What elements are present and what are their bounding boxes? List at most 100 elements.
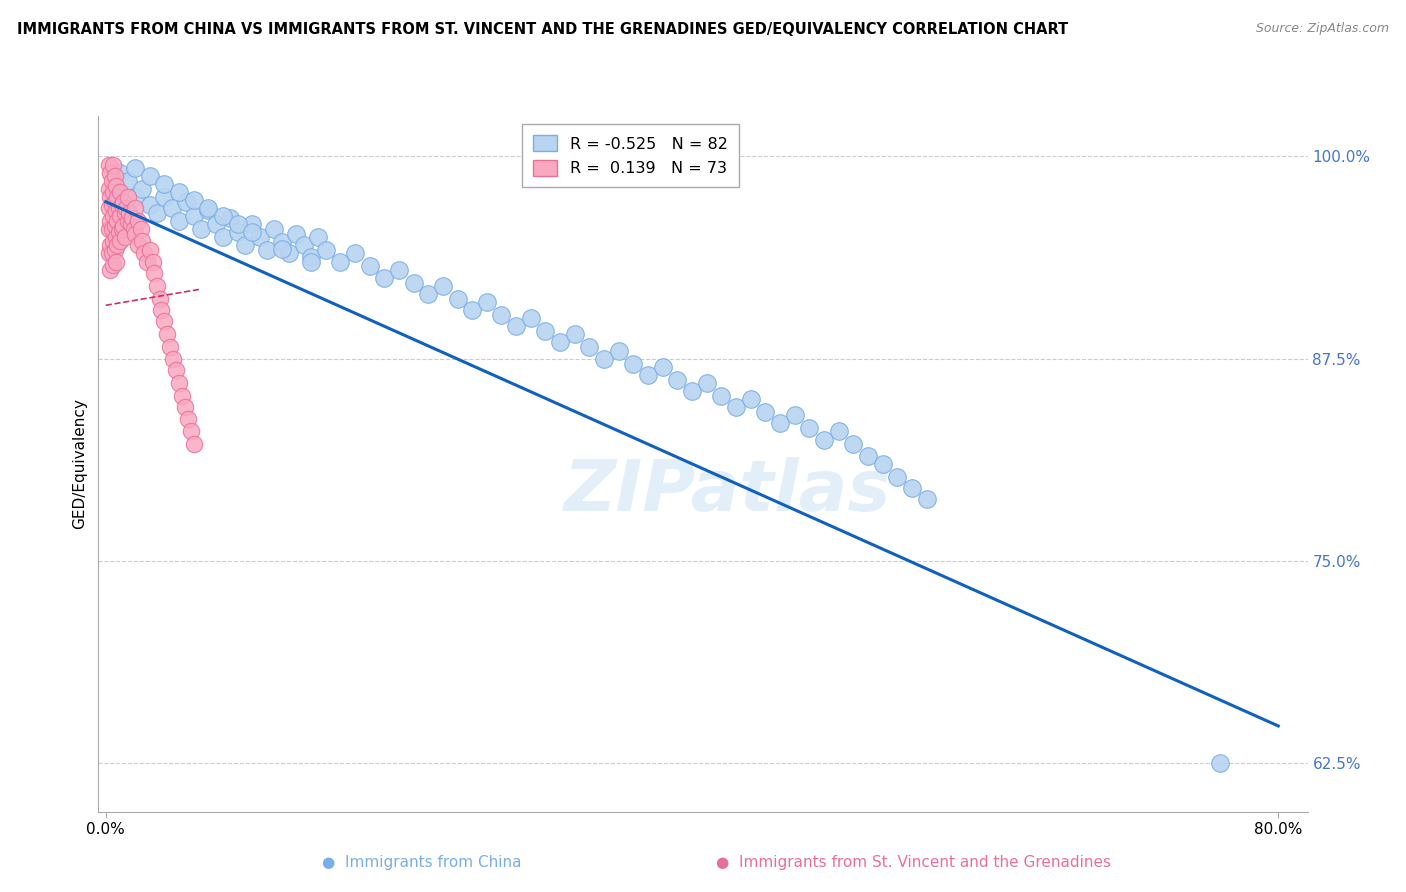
Point: [138, 198, 160, 212]
Point: [98, 214, 121, 228]
Point: [107, 190, 129, 204]
Point: [167, 376, 190, 390]
Text: ●  Immigrants from China: ● Immigrants from China: [322, 855, 522, 870]
Text: IMMIGRANTS FROM CHINA VS IMMIGRANTS FROM ST. VINCENT AND THE GRENADINES GED/EQUI: IMMIGRANTS FROM CHINA VS IMMIGRANTS FROM…: [17, 22, 1069, 37]
Point: [110, 185, 132, 199]
Point: [270, 235, 292, 249]
Point: [813, 433, 835, 447]
Point: [117, 174, 139, 188]
Point: [329, 254, 352, 268]
Point: [110, 234, 132, 248]
Point: [174, 401, 197, 415]
Point: [607, 343, 630, 358]
Point: [249, 230, 271, 244]
Text: ZIPatlas: ZIPatlas: [564, 458, 891, 526]
Point: [827, 425, 849, 439]
Point: [103, 219, 125, 233]
Point: [799, 421, 821, 435]
Point: [138, 244, 160, 258]
Point: [127, 214, 149, 228]
Point: [180, 425, 202, 439]
Point: [156, 327, 179, 342]
Point: [769, 417, 792, 431]
Point: [491, 308, 513, 322]
Point: [842, 437, 865, 451]
Point: [177, 411, 200, 425]
Point: [219, 211, 242, 225]
Point: [475, 295, 498, 310]
Point: [112, 219, 135, 233]
Point: [110, 209, 132, 223]
Point: [190, 222, 212, 236]
Point: [108, 226, 131, 240]
Point: [105, 178, 128, 193]
Point: [167, 214, 190, 228]
Point: [114, 230, 136, 244]
Point: [103, 169, 125, 183]
Point: [373, 270, 395, 285]
Point: [292, 238, 315, 252]
Point: [105, 230, 128, 244]
Point: [118, 206, 141, 220]
Point: [97, 182, 120, 196]
Point: [226, 226, 249, 240]
Point: [278, 246, 301, 260]
Point: [105, 204, 128, 219]
Point: [621, 357, 644, 371]
Point: [129, 222, 152, 236]
Point: [107, 238, 129, 252]
Point: [101, 185, 124, 199]
Text: Source: ZipAtlas.com: Source: ZipAtlas.com: [1256, 22, 1389, 36]
Point: [146, 278, 169, 293]
Point: [359, 260, 381, 274]
Point: [432, 278, 454, 293]
Point: [153, 314, 176, 328]
Point: [135, 254, 157, 268]
Point: [111, 222, 134, 236]
Point: [138, 169, 160, 183]
Point: [505, 319, 527, 334]
Point: [131, 234, 153, 248]
Point: [100, 222, 122, 236]
Point: [98, 165, 121, 179]
Point: [100, 246, 122, 260]
Point: [270, 242, 292, 256]
Point: [110, 165, 132, 179]
Point: [183, 437, 205, 451]
Point: [754, 405, 776, 419]
Point: [197, 201, 219, 215]
Point: [108, 201, 131, 215]
Point: [534, 324, 557, 338]
Point: [160, 201, 183, 215]
Point: [418, 287, 440, 301]
Point: [212, 230, 235, 244]
Point: [564, 327, 586, 342]
Point: [98, 262, 121, 277]
Point: [111, 198, 134, 212]
Point: [149, 292, 172, 306]
Point: [901, 481, 924, 495]
Point: [103, 194, 125, 209]
Point: [740, 392, 762, 406]
Point: [886, 470, 908, 484]
Point: [299, 254, 322, 268]
Point: [915, 492, 938, 507]
Point: [724, 401, 747, 415]
Point: [98, 238, 121, 252]
Point: [153, 190, 176, 204]
Point: [651, 359, 673, 374]
Point: [100, 198, 122, 212]
Point: [162, 351, 184, 366]
Point: [212, 209, 235, 223]
Point: [783, 409, 806, 423]
Point: [124, 161, 146, 175]
Point: [402, 276, 425, 290]
Point: [97, 201, 120, 215]
Point: [240, 218, 263, 232]
Point: [114, 206, 136, 220]
Point: [170, 389, 193, 403]
Point: [142, 254, 165, 268]
Point: [461, 303, 484, 318]
Point: [285, 227, 308, 241]
Point: [263, 222, 285, 236]
